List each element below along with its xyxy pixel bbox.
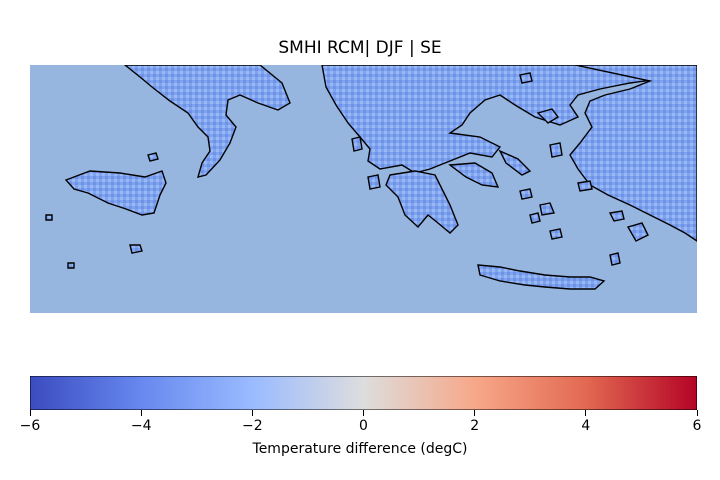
crete-landmass xyxy=(477,264,606,290)
colorbar-tick-label: −2 xyxy=(242,418,263,434)
kefalonia-island xyxy=(367,174,381,190)
egadi-island xyxy=(45,214,53,221)
lesbos-island xyxy=(536,108,560,124)
samos-island xyxy=(577,180,593,192)
colorbar-tick-mark xyxy=(696,410,698,416)
colorbar xyxy=(30,376,697,410)
colorbar-tick-label: 6 xyxy=(692,418,702,434)
colorbar-tick-mark xyxy=(29,410,31,416)
malta-island xyxy=(129,244,143,254)
colorbar-tick-mark xyxy=(140,410,142,416)
andros-island xyxy=(519,188,533,200)
peloponnese-landmass xyxy=(385,170,459,234)
colorbar-tick-label: −4 xyxy=(130,418,152,434)
colorbar-tick-label: 4 xyxy=(581,418,591,434)
santorini-island xyxy=(549,228,563,240)
attica-landmass xyxy=(448,162,500,188)
colorbar-tick-mark xyxy=(585,410,587,416)
euboea-island xyxy=(498,149,532,176)
colorbar-tick-mark xyxy=(474,410,476,416)
kos-island xyxy=(608,210,625,222)
pantelleria-island xyxy=(67,262,75,269)
thasos-island xyxy=(519,72,533,84)
colorbar-label: Temperature difference (degC) xyxy=(252,441,468,457)
colorbar-tick-mark xyxy=(251,410,253,416)
map-title: SMHI RCM| DJF | SE xyxy=(278,38,442,58)
balkans-landmass xyxy=(321,65,697,174)
colorbar-tick-mark xyxy=(363,410,364,416)
aeolian-island xyxy=(147,152,159,162)
colorbar-tick-label: 2 xyxy=(470,418,480,434)
rhodes-island xyxy=(626,222,649,242)
chios-island xyxy=(549,142,563,158)
anatolia-landmass xyxy=(569,65,697,242)
corfu-island xyxy=(351,136,363,152)
naxos-island xyxy=(539,202,555,216)
sicily-landmass xyxy=(64,170,167,216)
colorbar-tick-label: 0 xyxy=(359,418,368,434)
colorbar-gradient xyxy=(30,376,697,410)
karpathos-island xyxy=(609,252,621,266)
temperature-map xyxy=(30,65,697,313)
paros-island xyxy=(529,212,541,224)
italy-landmass xyxy=(123,65,291,178)
colorbar-tick-label: −6 xyxy=(19,418,41,434)
